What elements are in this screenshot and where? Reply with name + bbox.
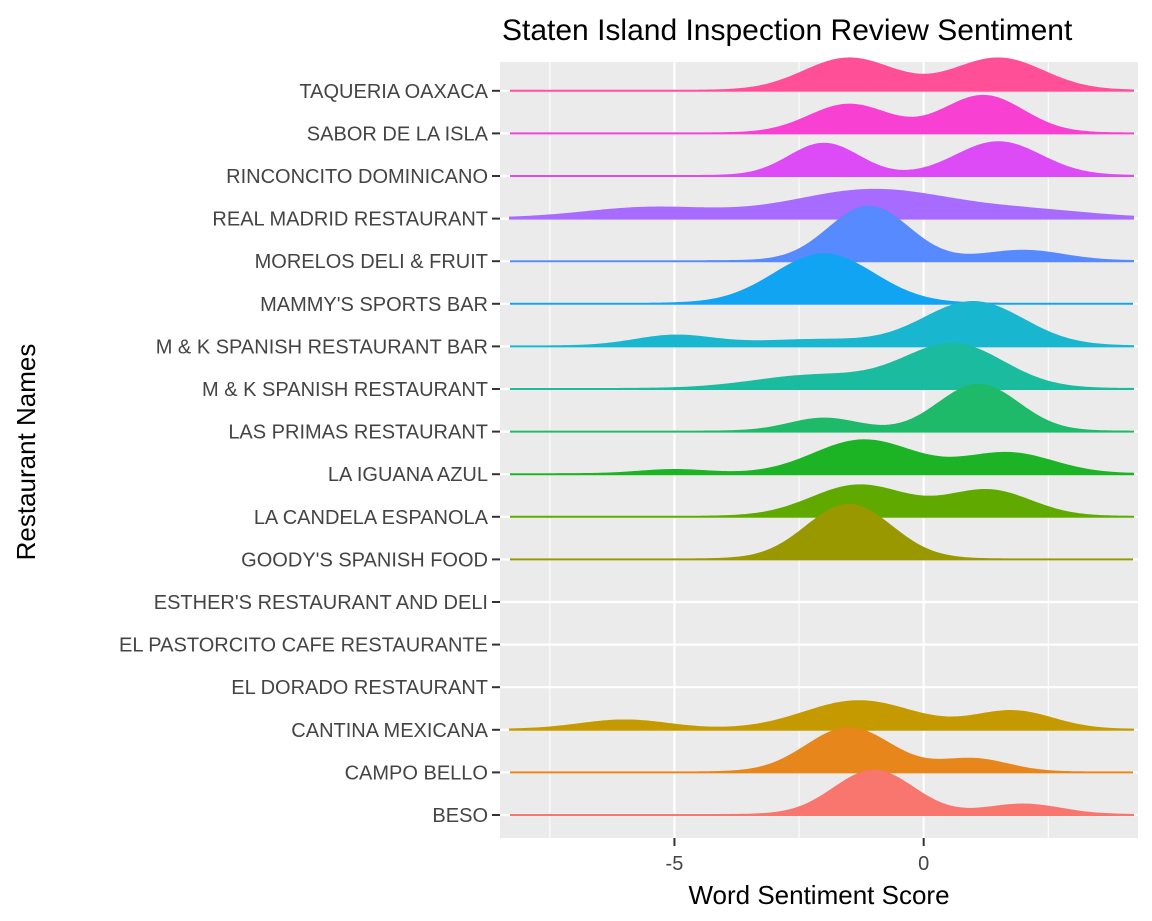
y-tick-label-3: EL DORADO RESTAURANT (231, 677, 488, 699)
y-axis-title: Restaurant Names (11, 344, 41, 561)
ridge-8 (509, 439, 1135, 476)
y-tick-label-0: BESO (432, 805, 488, 827)
ridge-13 (509, 205, 1135, 263)
ridge-15 (509, 141, 1135, 177)
ridge-17 (509, 57, 1135, 92)
y-tick-label-11: M & K SPANISH RESTAURANT BAR (156, 336, 488, 358)
chart-title: Staten Island Inspection Review Sentimen… (502, 14, 1073, 47)
y-tick-label-9: LAS PRIMAS RESTAURANT (228, 422, 488, 444)
y-tick-label-12: MAMMY'S SPORTS BAR (260, 294, 488, 316)
y-tick-label-6: GOODY'S SPANISH FOOD (241, 549, 488, 571)
ridge-1 (509, 727, 1134, 774)
y-tick-label-5: ESTHER'S RESTAURANT AND DELI (154, 592, 488, 614)
density-ridges (508, 57, 1135, 816)
y-tick-label-17: TAQUERIA OAXACA (299, 81, 488, 103)
y-tick-label-13: MORELOS DELI & FRUIT (255, 251, 488, 273)
ridge-6 (509, 503, 1134, 561)
x-tick-label-0: -5 (666, 853, 684, 875)
y-axis-ticks: BESO CAMPO BELLO CANTINA MEXICANA EL DORADO… (119, 81, 500, 827)
x-tick-label-1: 0 (918, 853, 929, 875)
x-axis-ticks: -5 0 (666, 838, 929, 875)
y-tick-label-8: LA IGUANA AZUL (328, 464, 488, 486)
ridge-7 (509, 484, 1135, 518)
ridge-16 (509, 94, 1135, 135)
y-tick-label-10: M & K SPANISH RESTAURANT (202, 379, 488, 401)
ridge-14 (508, 188, 1135, 220)
ridge-12 (509, 253, 1134, 305)
ridge-9 (509, 383, 1135, 433)
ridge-11 (509, 301, 1135, 348)
ridge-0 (509, 769, 1135, 816)
ridge-2 (508, 700, 1135, 731)
y-tick-label-1: CAMPO BELLO (345, 762, 488, 784)
y-tick-label-7: LA CANDELA ESPANOLA (254, 507, 489, 529)
y-tick-label-4: EL PASTORCITO CAFE RESTAURANTE (119, 635, 488, 657)
y-tick-label-14: REAL MADRID RESTAURANT (212, 209, 488, 231)
y-tick-label-15: RINCONCITO DOMINICANO (226, 166, 488, 188)
x-axis-title: Word Sentiment Score (688, 880, 949, 910)
y-tick-label-2: CANTINA MEXICANA (291, 720, 488, 742)
ridge-10 (509, 342, 1135, 390)
y-tick-label-16: SABOR DE LA ISLA (307, 123, 489, 145)
